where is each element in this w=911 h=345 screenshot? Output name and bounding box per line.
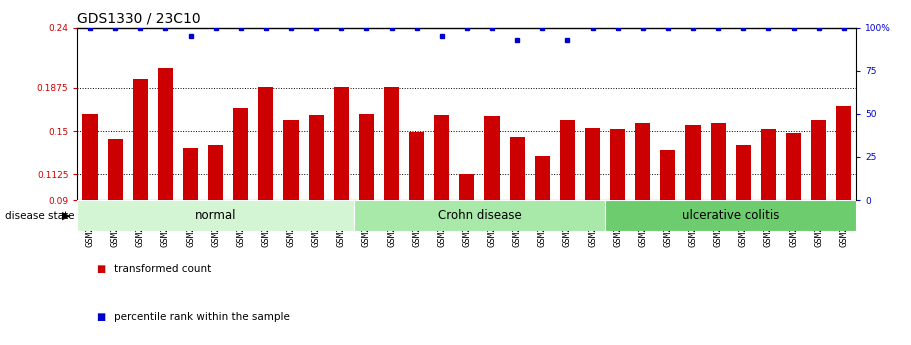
Bar xyxy=(535,156,550,304)
Bar xyxy=(183,148,198,304)
Bar xyxy=(208,145,223,304)
Bar xyxy=(736,145,751,304)
Bar xyxy=(811,120,826,304)
Text: Crohn disease: Crohn disease xyxy=(437,209,521,222)
Text: ▶: ▶ xyxy=(62,211,70,220)
Bar xyxy=(353,200,605,231)
Text: percentile rank within the sample: percentile rank within the sample xyxy=(114,313,290,322)
Bar xyxy=(133,79,148,304)
Text: ulcerative colitis: ulcerative colitis xyxy=(682,209,780,222)
Bar xyxy=(435,115,449,304)
Bar xyxy=(605,200,856,231)
Bar xyxy=(660,149,675,304)
Bar xyxy=(585,128,600,304)
Bar xyxy=(485,116,499,304)
Bar xyxy=(158,68,173,304)
Text: transformed count: transformed count xyxy=(114,264,211,274)
Bar xyxy=(83,114,97,304)
Text: GDS1330 / 23C10: GDS1330 / 23C10 xyxy=(77,11,201,25)
Text: normal: normal xyxy=(195,209,236,222)
Bar xyxy=(459,174,475,304)
Bar xyxy=(711,123,726,304)
Bar xyxy=(259,87,273,304)
Bar xyxy=(283,120,299,304)
Bar xyxy=(509,137,525,304)
Bar xyxy=(560,120,575,304)
Text: ■: ■ xyxy=(96,313,105,322)
Bar xyxy=(233,108,249,304)
Bar xyxy=(635,123,650,304)
Bar xyxy=(309,115,323,304)
Bar xyxy=(384,87,399,304)
Bar xyxy=(685,125,701,304)
Bar xyxy=(77,200,353,231)
Bar xyxy=(359,114,374,304)
Bar xyxy=(333,87,349,304)
Text: ■: ■ xyxy=(96,264,105,274)
Bar xyxy=(107,139,123,304)
Bar xyxy=(610,129,625,304)
Bar xyxy=(836,106,851,304)
Text: disease state: disease state xyxy=(5,211,74,220)
Bar xyxy=(761,129,776,304)
Bar xyxy=(409,132,425,304)
Bar xyxy=(786,134,801,304)
